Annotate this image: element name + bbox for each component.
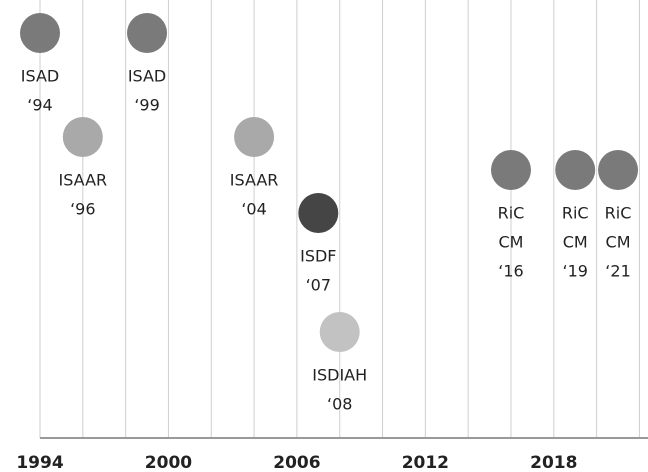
event-label: ‘08 <box>327 395 352 414</box>
x-tick-label: 2000 <box>145 453 192 472</box>
event-label: RiC <box>605 204 632 223</box>
event-label: ISAAR <box>230 171 279 190</box>
event-label: ‘99 <box>134 96 159 115</box>
event-label: CM <box>606 233 631 252</box>
event-dot <box>490 150 531 190</box>
x-tick-label: 2012 <box>402 453 449 472</box>
event-label: RiC <box>562 204 589 223</box>
event-dot <box>598 150 639 190</box>
event-label: ISAD <box>21 67 59 86</box>
event-label: ISAD <box>128 67 166 86</box>
event-label: CM <box>563 233 588 252</box>
event-label: ISDIAH <box>312 366 367 385</box>
event-label: ISAAR <box>59 171 108 190</box>
event-dot <box>62 117 103 157</box>
event-dot <box>319 312 360 352</box>
event-label: ‘21 <box>605 262 630 281</box>
event-dot <box>234 117 275 157</box>
event-label: ‘04 <box>241 200 266 219</box>
x-tick-label: 1994 <box>16 453 63 472</box>
event-dot <box>555 150 596 190</box>
event-label: ‘07 <box>306 276 331 295</box>
event-dot <box>20 13 60 53</box>
event-label: ‘19 <box>562 262 587 281</box>
x-tick-label: 2018 <box>530 453 577 472</box>
event-label: ‘96 <box>70 200 95 219</box>
event-label: RiC <box>498 204 525 223</box>
x-tick-label: 2006 <box>273 453 320 472</box>
event-label: ISDF <box>300 247 336 266</box>
event-label: ‘16 <box>498 262 523 281</box>
event-dot <box>127 13 168 53</box>
event-label: CM <box>498 233 523 252</box>
event-dot <box>298 193 339 233</box>
event-label: ‘94 <box>27 96 52 115</box>
